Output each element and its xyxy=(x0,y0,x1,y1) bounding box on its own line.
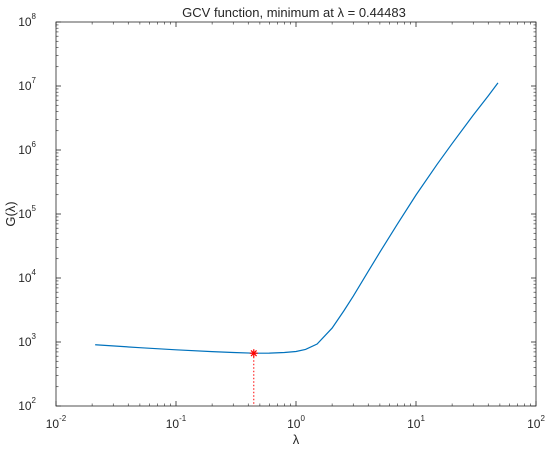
x-tick-label: 102 xyxy=(527,414,545,431)
y-tick-label: 108 xyxy=(18,12,36,29)
x-tick-label: 10-2 xyxy=(46,414,67,431)
minimum-marker xyxy=(249,349,258,358)
y-tick-label: 105 xyxy=(18,204,36,221)
minimum-marker-stroke xyxy=(250,349,258,357)
x-tick-label: 100 xyxy=(287,414,305,431)
y-axis-ticks: 102 103 104 105 106 107 108 xyxy=(18,12,536,413)
y-tick-label: 102 xyxy=(18,396,36,413)
y-tick-label: 107 xyxy=(18,76,36,93)
y-tick-label: 103 xyxy=(18,332,36,349)
gcv-curve xyxy=(95,82,499,354)
chart-title: GCV function, minimum at λ = 0.44483 xyxy=(182,5,406,20)
x-axis-ticks: 10-2 10-1 100 101 102 xyxy=(46,22,545,431)
plot-area xyxy=(55,21,537,407)
x-axis-label: λ xyxy=(293,432,300,447)
x-tick-label: 10-1 xyxy=(166,414,187,431)
y-axis-label: G(λ) xyxy=(3,201,18,226)
y-tick-label: 106 xyxy=(18,140,36,157)
x-tick-label: 101 xyxy=(407,414,425,431)
y-tick-label: 104 xyxy=(18,268,36,285)
